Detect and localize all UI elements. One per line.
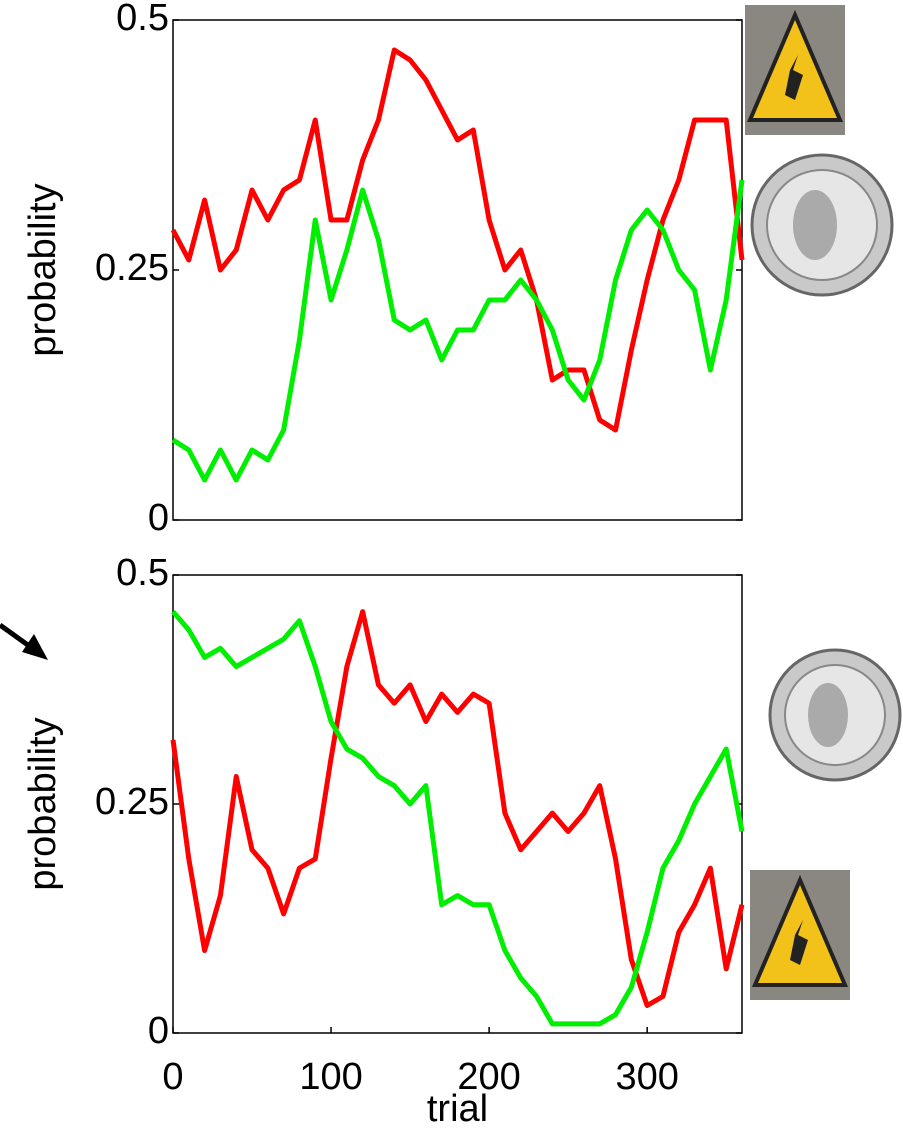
x-axis-label: trial	[427, 1088, 488, 1130]
data-line	[170, 609, 745, 1009]
coin-top	[750, 153, 894, 297]
warning-sign-top	[745, 5, 845, 135]
y-tick-label: 0	[148, 497, 169, 539]
arrow	[0, 622, 48, 660]
x-tick-label: 200	[457, 1056, 520, 1098]
x-tick-label: 100	[299, 1056, 362, 1098]
coin-bottom	[768, 648, 902, 782]
y-axis-label: probability	[22, 717, 64, 890]
data-line	[171, 179, 745, 483]
data-line	[171, 610, 745, 1027]
y-tick-label: 0.25	[95, 247, 169, 289]
y-tick-label: 0.5	[116, 552, 169, 594]
y-tick-label: 0	[148, 1010, 169, 1052]
warning-sign-bottom	[750, 870, 850, 1000]
plot-frame	[172, 19, 743, 521]
y-axis-label: probability	[22, 183, 64, 356]
y-tick-label: 0.25	[95, 781, 169, 823]
x-tick-label: 0	[162, 1056, 183, 1098]
data-line	[170, 47, 745, 433]
x-tick-label: 300	[615, 1056, 678, 1098]
plot-frame	[172, 574, 743, 1034]
y-tick-label: 0.5	[116, 0, 169, 39]
